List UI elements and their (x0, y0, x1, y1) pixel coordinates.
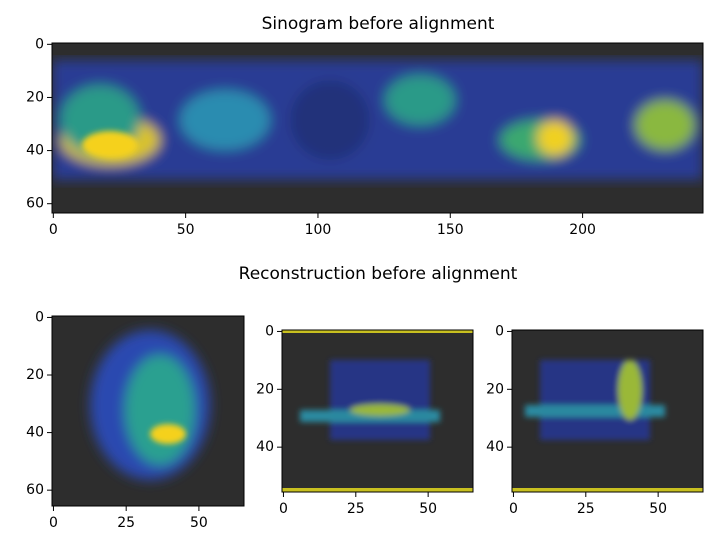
y-tick-label: 60 (26, 482, 44, 498)
chart-title: Reconstruction before alignment (239, 264, 518, 284)
x-tick-label: 150 (437, 222, 464, 238)
x-tick-label: 200 (569, 222, 596, 238)
x-tick-label: 50 (419, 501, 437, 517)
recon-image-2 (282, 330, 473, 492)
recon-image-1 (52, 316, 244, 506)
y-tick-label: 40 (26, 425, 44, 441)
y-tick-label: 40 (256, 439, 274, 455)
x-tick-label: 50 (190, 515, 208, 531)
axes-frame (511, 329, 704, 493)
x-tick-label: 0 (49, 515, 58, 531)
y-tick-label: 0 (35, 309, 44, 325)
y-tick-label: 0 (35, 36, 44, 52)
x-tick-label: 100 (305, 222, 332, 238)
axes-frame (51, 315, 245, 507)
axes-frame (281, 329, 474, 493)
sinogram-image (52, 43, 703, 213)
x-tick-label: 25 (577, 501, 595, 517)
y-tick-label: 40 (26, 143, 44, 159)
y-tick-label: 20 (26, 367, 44, 383)
x-tick-label: 25 (117, 515, 135, 531)
y-tick-label: 20 (26, 89, 44, 105)
x-tick-label: 25 (347, 501, 365, 517)
y-tick-label: 60 (26, 196, 44, 212)
axes-frame (51, 42, 704, 214)
x-tick-label: 0 (509, 501, 518, 517)
y-tick-label: 20 (256, 381, 274, 397)
y-tick-label: 20 (486, 381, 504, 397)
x-tick-label: 0 (49, 222, 58, 238)
recon-image-3 (512, 330, 703, 492)
y-tick-label: 0 (495, 323, 504, 339)
x-tick-label: 50 (649, 501, 667, 517)
chart-title: Sinogram before alignment (262, 14, 495, 34)
x-tick-label: 50 (177, 222, 195, 238)
y-tick-label: 40 (486, 439, 504, 455)
y-tick-label: 0 (265, 323, 274, 339)
x-tick-label: 0 (279, 501, 288, 517)
